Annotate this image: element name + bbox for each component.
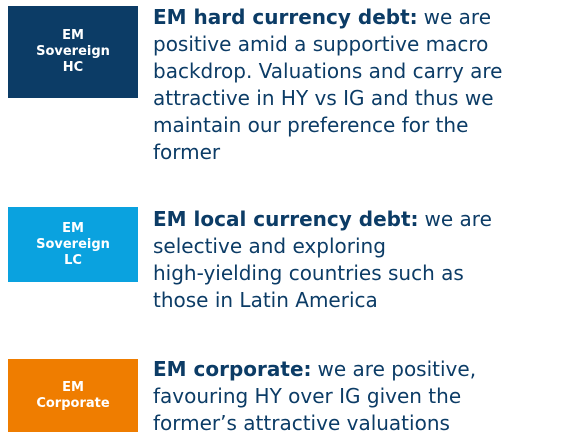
badge-label: EM [62, 379, 84, 395]
text-line: EM hard currency debt: we are [153, 4, 502, 31]
text-line: selective and exploring [153, 233, 492, 260]
body-text: high-yielding countries such as [153, 261, 464, 285]
text-line: positive amid a supportive macro [153, 31, 502, 58]
category-badge: EM Corporate [8, 359, 138, 432]
badge-label: Corporate [36, 395, 110, 411]
heading: EM local currency debt: [153, 207, 419, 231]
body-text: selective and exploring [153, 234, 386, 258]
body-text: positive amid a supportive macro [153, 32, 489, 56]
category-badge: EM Sovereign LC [8, 207, 138, 282]
heading: EM hard currency debt: [153, 5, 418, 29]
badge-label: EM [62, 220, 84, 236]
body-text: we are [424, 207, 492, 231]
badge-label: Sovereign [36, 236, 110, 252]
badge-label: LC [64, 252, 82, 268]
text-line: backdrop. Valuations and carry are [153, 58, 502, 85]
description: EM local currency debt: we are selective a… [153, 206, 492, 314]
text-line: maintain our preference for the [153, 112, 502, 139]
badge-label: HC [62, 60, 84, 75]
text-line: former [153, 139, 502, 166]
text-line: favouring HY over IG given the [153, 383, 476, 410]
text-line: EM corporate: we are positive, [153, 356, 476, 383]
body-text: those in Latin America [153, 288, 378, 312]
text-line: attractive in HY vs IG and thus we [153, 85, 502, 112]
heading: EM corporate: [153, 357, 312, 381]
body-text: we are positive, [317, 357, 477, 381]
body-text: we are [423, 5, 492, 29]
body-text: favouring HY over IG given the [153, 384, 462, 408]
body-text: attractive in HY vs IG and thus we [153, 86, 494, 110]
category-badge: EM Sovereign HC [8, 6, 138, 98]
description: EM hard currency debt: we are positive ami… [153, 4, 502, 166]
text-line: EM local currency debt: we are [153, 206, 492, 233]
body-text: former’s attractive valuations [153, 411, 450, 435]
description: EM corporate: we are positive, favouring H… [153, 356, 476, 437]
body-text: maintain our preference for the [153, 113, 469, 137]
text-line: high-yielding countries such as [153, 260, 492, 287]
badge-label: EM [62, 28, 84, 43]
body-text: backdrop. Valuations and carry are [153, 59, 503, 83]
text-line: those in Latin America [153, 287, 492, 314]
badge-label: Sovereign [36, 44, 110, 59]
text-line: former’s attractive valuations [153, 410, 476, 437]
body-text: former [153, 140, 221, 164]
